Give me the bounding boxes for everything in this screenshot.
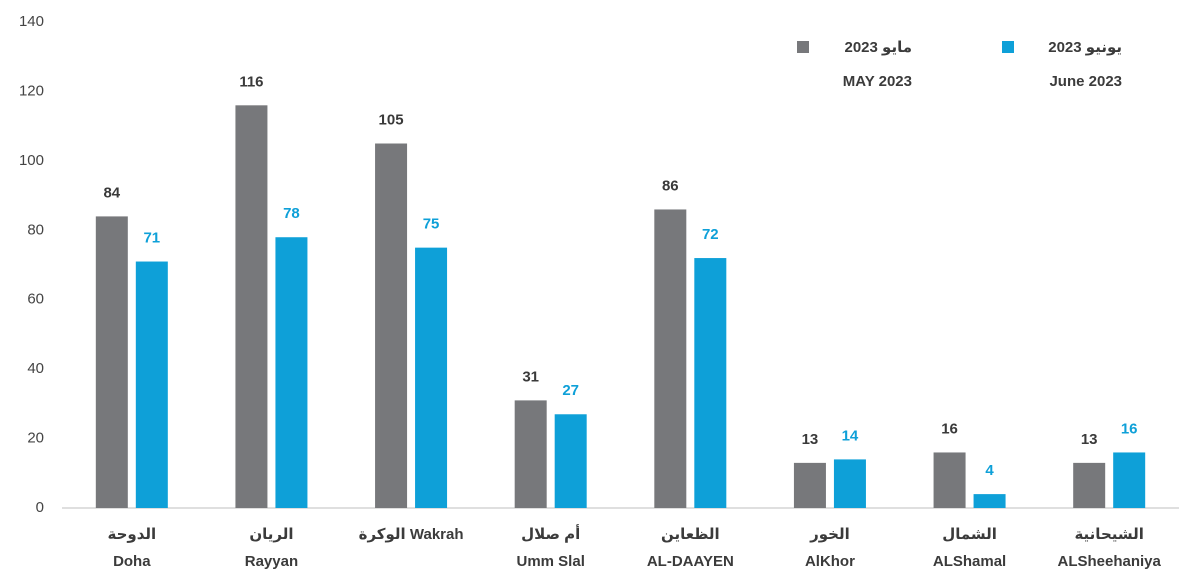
x-tick-label: ALShamal (933, 553, 1006, 570)
legend-label: 2023 يونيو (1048, 39, 1122, 56)
x-tick-label: AlKhor (805, 553, 855, 570)
data-label: 86 (662, 177, 679, 194)
legend-swatch (797, 41, 809, 53)
y-tick-label: 140 (19, 13, 44, 30)
y-tick-label: 0 (36, 499, 44, 516)
x-tick-label: Umm Slal (517, 553, 585, 570)
x-tick-label: AL-DAAYEN (647, 553, 734, 570)
bar (933, 452, 966, 508)
bar (554, 414, 587, 508)
x-tick-label: الشيحانية (1074, 526, 1143, 543)
legend-label: MAY 2023 (843, 73, 912, 90)
y-tick-label: 40 (27, 360, 44, 377)
data-label: 16 (941, 420, 958, 437)
bar (833, 459, 866, 508)
data-label: 27 (562, 382, 579, 399)
bar (694, 258, 727, 508)
bar (1073, 462, 1106, 508)
data-label: 75 (423, 216, 440, 233)
bar (135, 261, 168, 508)
bar (375, 143, 408, 508)
y-tick-label: 100 (19, 152, 44, 169)
x-tick-label: ALSheehaniya (1058, 553, 1162, 570)
data-label: 16 (1121, 420, 1138, 437)
bar (654, 209, 687, 508)
data-label: 13 (1081, 431, 1098, 448)
bar (514, 400, 547, 508)
y-tick-label: 60 (27, 291, 44, 308)
x-tick-label: أم صلال (521, 524, 580, 543)
y-tick-label: 20 (27, 430, 44, 447)
data-label: 116 (239, 73, 263, 90)
x-tick-label: الوكرة Wakrah (359, 526, 464, 543)
bar (1113, 452, 1146, 508)
x-tick-label: Rayyan (245, 553, 298, 570)
bar (95, 216, 128, 508)
x-tick-label: الشمال (942, 526, 997, 543)
x-tick-label: الظعاين (661, 526, 720, 543)
data-label: 78 (283, 205, 300, 222)
data-label: 4 (985, 462, 994, 479)
bar (415, 247, 448, 508)
y-tick-label: 120 (19, 82, 44, 99)
data-label: 71 (143, 229, 160, 246)
x-tick-label: الخور (809, 526, 850, 543)
x-tick-label: Doha (113, 553, 151, 570)
data-label: 31 (522, 368, 539, 385)
bar (235, 105, 268, 509)
legend-label: مايو 2023 (845, 39, 913, 56)
bar (793, 462, 826, 508)
data-label: 13 (802, 431, 819, 448)
x-tick-label: الدوحة (107, 526, 156, 543)
bar (275, 237, 308, 508)
y-tick-label: 80 (27, 221, 44, 238)
legend-swatch (1002, 41, 1014, 53)
legend-label: June 2023 (1049, 73, 1122, 90)
bar (973, 494, 1006, 508)
data-label: 14 (842, 427, 859, 444)
data-label: 84 (103, 184, 120, 201)
data-label: 105 (379, 111, 404, 128)
data-label: 72 (702, 226, 719, 243)
x-tick-label: الريان (249, 526, 293, 543)
